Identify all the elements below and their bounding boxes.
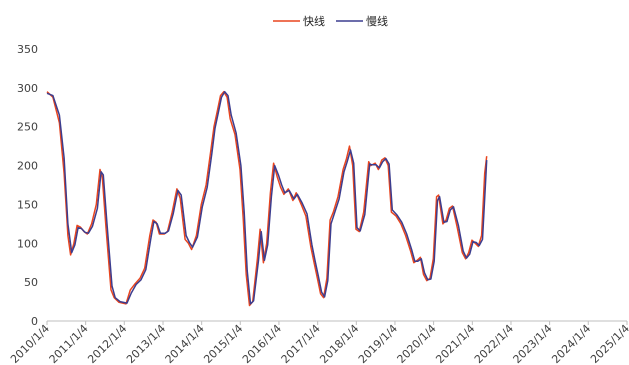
y-tick-label: 50 [24, 276, 38, 289]
y-tick-label: 200 [17, 160, 38, 173]
x-tick-label: 2022/1/4 [472, 322, 516, 365]
y-tick-label: 150 [17, 198, 38, 211]
x-tick-label: 2011/1/4 [47, 322, 91, 365]
x-tick-label: 2017/1/4 [279, 322, 323, 365]
x-tick-label: 2013/1/4 [124, 322, 168, 365]
x-tick-label: 2020/1/4 [395, 322, 439, 365]
y-tick-label: 300 [17, 82, 38, 95]
series-line-fast [46, 90, 488, 307]
x-tick-label: 2021/1/4 [433, 322, 477, 365]
series-line-slow [46, 90, 488, 305]
y-tick-label: 100 [17, 237, 38, 250]
x-axis: 2010/1/42011/1/42012/1/42013/1/42014/1/4… [8, 320, 629, 365]
y-axis-tick-labels: 0 50 100 150 200 250 300 350 [17, 43, 38, 328]
x-tick-label: 2010/1/4 [8, 322, 52, 365]
x-tick-label: 2018/1/4 [317, 322, 361, 365]
series-layer [46, 90, 488, 307]
x-tick-label: 2015/1/4 [201, 322, 245, 365]
x-tick-label: 2019/1/4 [356, 322, 400, 365]
x-tick-label: 2023/1/4 [511, 322, 555, 365]
x-tick-label: 2025/1/4 [588, 322, 629, 365]
legend: 快线 慢线 [273, 14, 388, 28]
x-tick-label: 2012/1/4 [85, 322, 129, 365]
x-tick-label: 2024/1/4 [549, 322, 593, 365]
x-tick-label: 2016/1/4 [240, 322, 284, 365]
legend-label-slow-line: 慢线 [366, 14, 388, 28]
x-tick-label: 2014/1/4 [163, 322, 207, 365]
y-tick-label: 250 [17, 121, 38, 134]
legend-label-fast-line: 快线 [303, 14, 325, 28]
y-tick-label: 350 [17, 43, 38, 56]
y-tick-label: 0 [31, 315, 38, 328]
